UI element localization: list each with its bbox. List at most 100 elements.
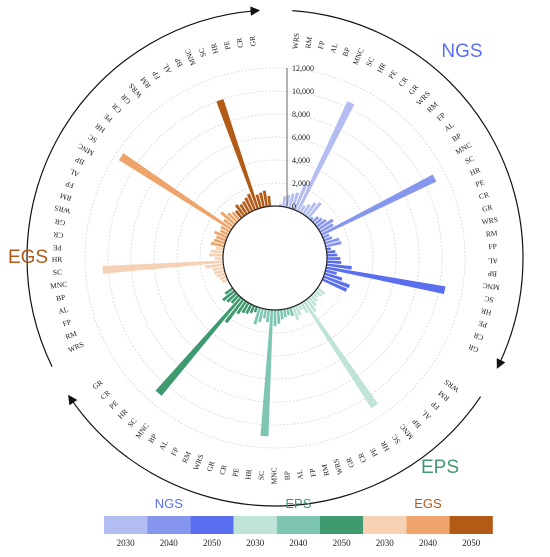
category-label: SC <box>364 56 376 68</box>
bar-ngs-2050-fp <box>326 253 338 257</box>
bar-eps-2050-fp <box>245 303 253 315</box>
category-label: RM <box>58 191 72 203</box>
bar-ngs-2050-mnc <box>326 263 352 270</box>
grid-circle <box>153 136 397 380</box>
category-label: MNC <box>183 48 198 67</box>
legend-swatch-egs-2050 <box>449 516 493 534</box>
bar-egs-2030-cr <box>210 249 224 254</box>
bar-eps-2040-gr <box>253 307 261 325</box>
category-label: RM <box>320 463 332 477</box>
group-title-egs: EGS <box>8 247 48 268</box>
category-label: BP <box>55 293 66 304</box>
bar-ngs-2040-rm <box>311 216 319 224</box>
legend-swatch-eps-2030 <box>233 516 277 534</box>
inner-circle-ring <box>222 205 328 311</box>
category-label: GR <box>119 92 133 106</box>
bar-eps-2040-sc <box>260 309 274 437</box>
bar-egs-2040-cr <box>227 212 239 224</box>
category-label: AL <box>442 120 456 133</box>
bar-eps-2030-hr <box>300 302 309 314</box>
category-label: SC <box>257 471 267 481</box>
bar-eps-2040-bp <box>276 309 281 324</box>
bar-eps-2030-mnc <box>305 298 317 313</box>
category-label: GR <box>467 342 480 354</box>
bar-eps-2050-mnc <box>224 298 245 324</box>
category-label: AL <box>328 42 340 54</box>
legend-swatch-egs-2040 <box>406 516 450 534</box>
legend-swatch-ngs-2030 <box>104 516 148 534</box>
category-label: GR <box>205 460 217 473</box>
bar-egs-2040-wrs <box>210 241 225 248</box>
bar-eps-2030-wrs <box>316 287 326 295</box>
category-label: SC <box>484 294 495 305</box>
bar-ngs-2050-wrs <box>326 247 332 251</box>
radial-tick-label: 4,000 <box>292 156 310 165</box>
outer-arrows <box>26 6 524 507</box>
bar-ngs-2030-bp <box>291 192 300 210</box>
category-label: PE <box>386 68 399 81</box>
bar-egs-2030-al <box>214 269 225 275</box>
category-label: HR <box>468 165 481 177</box>
bar-ngs-2040-fp <box>313 217 323 226</box>
bar-egs-2030-hr <box>214 257 224 260</box>
category-label: PE <box>230 467 240 478</box>
bar-egs-2030-gr <box>215 246 224 251</box>
bar-egs-2050-cr <box>262 190 268 207</box>
category-label: MNC <box>50 279 68 290</box>
category-label: AL <box>68 167 81 179</box>
category-label: RM <box>425 100 440 115</box>
legend-year-label: 2040 <box>160 538 179 548</box>
bar-egs-2050-mnc <box>246 193 257 211</box>
bar-egs-2050-rm <box>234 204 246 217</box>
legend-year-label: 2050 <box>203 538 222 548</box>
category-label: FP <box>62 317 73 328</box>
grid-circle <box>84 67 466 449</box>
legend-swatch-eps-2040 <box>276 516 320 534</box>
bar-ngs-2030-gr <box>307 201 322 219</box>
group-title-ngs: NGS <box>441 41 482 62</box>
category-label: RM <box>303 36 314 49</box>
category-label: BP <box>410 417 423 430</box>
group-arrow <box>292 10 524 369</box>
bar-eps-2040-pe <box>262 308 267 319</box>
bar-egs-2030-pe <box>209 253 224 257</box>
bar-eps-2040-cr <box>258 308 264 323</box>
category-label: MNC <box>270 467 279 484</box>
radial-tick-label: 10,000 <box>292 87 314 96</box>
category-label: SC <box>390 433 403 446</box>
bar-egs-2030-fp <box>216 272 226 278</box>
bar-eps-2050-pe <box>226 292 238 303</box>
bar-eps-2030-cr <box>294 305 302 316</box>
bar-egs-2050-hr <box>255 194 262 209</box>
category-label: AL <box>419 408 433 422</box>
legend-group-title-eps: EPS <box>285 496 311 511</box>
bar-eps-2050-rm <box>249 305 256 314</box>
category-label: CR <box>218 464 229 476</box>
bar-egs-2030-rm <box>219 275 227 281</box>
bar-egs-2050-pe <box>259 192 265 208</box>
bar-egs-2050-fp <box>239 203 248 215</box>
bar-eps-2030-rm <box>314 289 323 297</box>
category-label: BP <box>172 56 184 68</box>
category-label: PE <box>52 243 62 252</box>
bar-ngs-2040-al <box>315 218 327 228</box>
legend-year-label: 2040 <box>289 538 308 548</box>
bar-egs-2040-gr <box>231 211 241 221</box>
bar-egs-2040-bp <box>219 229 230 236</box>
category-label: GR <box>248 36 258 47</box>
category-label: PE <box>107 398 120 411</box>
grid-circle <box>107 90 443 426</box>
radial-tick-label: 6,000 <box>292 133 310 142</box>
legend-year-label: 2050 <box>462 538 481 548</box>
category-label: HR <box>375 61 388 75</box>
category-label: FP <box>435 111 447 123</box>
bar-egs-2040-fp <box>215 235 227 242</box>
category-label: AL <box>488 256 499 265</box>
legend: 2030 2040 2050 NGS 2030 2040 2050 EPS 2030 2040 20… <box>104 496 493 548</box>
bar-eps-2050-bp <box>236 300 247 315</box>
grid-circle <box>199 182 351 334</box>
bar-ngs-2040-cr <box>324 237 340 245</box>
bar-ngs-2040-gr <box>325 241 342 248</box>
bar-egs-2030-mnc <box>204 263 224 269</box>
category-label: FP <box>488 242 497 251</box>
